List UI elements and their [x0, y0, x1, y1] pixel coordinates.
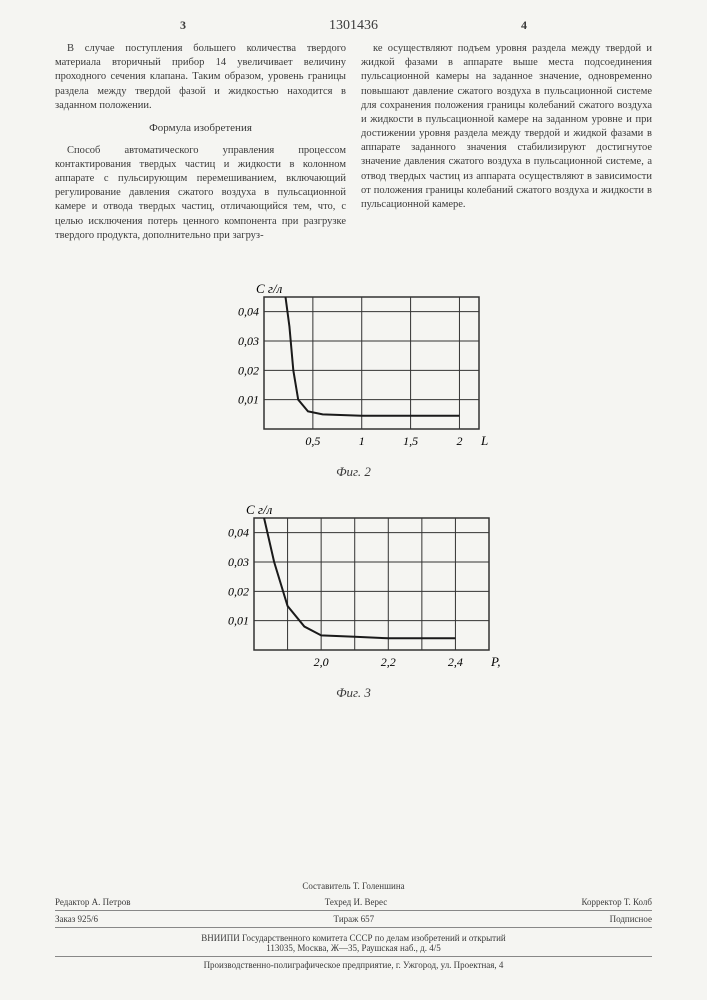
svg-text:2,0: 2,0 — [313, 655, 328, 669]
svg-text:P, кг/см²: P, кг/см² — [490, 654, 504, 669]
footer: Составитель Т. Голеншина Редактор А. Пет… — [55, 881, 652, 970]
text-columns: В случае поступления большего количества… — [55, 42, 652, 249]
left-column: В случае поступления большего количества… — [55, 42, 346, 249]
formula-title: Формула изобретения — [55, 121, 346, 136]
svg-text:С г/л: С г/л — [256, 281, 283, 296]
chart-2: 0,01 0,02 0,03 0,04 0,5 1 1,5 2 С г/л L — [214, 279, 494, 459]
left-para-1: В случае поступления большего количества… — [55, 42, 346, 113]
footer-org: ВНИИПИ Государственного комитета СССР по… — [55, 933, 652, 943]
page-number-right: 4 — [521, 18, 527, 33]
chart-2-label: Фиг. 2 — [214, 464, 494, 480]
svg-text:0,02: 0,02 — [228, 584, 249, 598]
document-number: 1301436 — [329, 18, 378, 34]
svg-text:0,01: 0,01 — [228, 614, 249, 628]
svg-text:0,03: 0,03 — [238, 334, 259, 348]
svg-text:0,02: 0,02 — [238, 363, 259, 377]
footer-editor: Редактор А. Петров — [55, 897, 130, 907]
right-para-1: ке осуществляют подъем уровня раздела ме… — [361, 42, 652, 212]
svg-text:0,01: 0,01 — [238, 393, 259, 407]
footer-order: Заказ 925/6 — [55, 914, 98, 924]
chart-2-container: 0,01 0,02 0,03 0,04 0,5 1 1,5 2 С г/л L Фиг. 2 — [214, 279, 494, 480]
left-para-2: Способ автоматического управления процес… — [55, 144, 346, 243]
chart-3-container: 0,010,020,030,042,02,22,4С г/лP, кг/см² … — [204, 500, 504, 701]
footer-tirage: Тираж 657 — [334, 914, 375, 924]
svg-text:L: L — [480, 433, 488, 448]
svg-text:1,5: 1,5 — [403, 434, 418, 448]
footer-production: Производственно-полиграфическое предприя… — [55, 956, 652, 970]
svg-text:2,2: 2,2 — [380, 655, 395, 669]
chart-3-label: Фиг. 3 — [204, 685, 504, 701]
footer-subscription: Подписное — [610, 914, 652, 924]
charts-section: 0,01 0,02 0,03 0,04 0,5 1 1,5 2 С г/л L Фиг. 2 0,… — [55, 269, 652, 711]
footer-address: 113035, Москва, Ж—35, Раушская наб., д. … — [55, 943, 652, 953]
svg-text:0,04: 0,04 — [228, 526, 249, 540]
chart-3: 0,01 0,02 0,03 0,04 2,0 2,2 2,4 С г/л P, кг/см² — [204, 500, 504, 680]
footer-techred: Техред И. Верес — [325, 897, 387, 907]
page-number-left: 3 — [180, 18, 186, 33]
svg-text:С г/л: С г/л — [246, 502, 273, 517]
svg-text:0,5: 0,5 — [305, 434, 320, 448]
footer-corrector: Корректор Т. Колб — [582, 897, 652, 907]
svg-text:0,04: 0,04 — [238, 305, 259, 319]
svg-text:2,4: 2,4 — [447, 655, 462, 669]
right-column: ке осуществляют подъем уровня раздела ме… — [361, 42, 652, 249]
svg-text:1: 1 — [358, 434, 364, 448]
svg-text:0,03: 0,03 — [228, 555, 249, 569]
footer-compiler: Составитель Т. Голеншина — [55, 881, 652, 891]
svg-text:2: 2 — [456, 434, 462, 448]
